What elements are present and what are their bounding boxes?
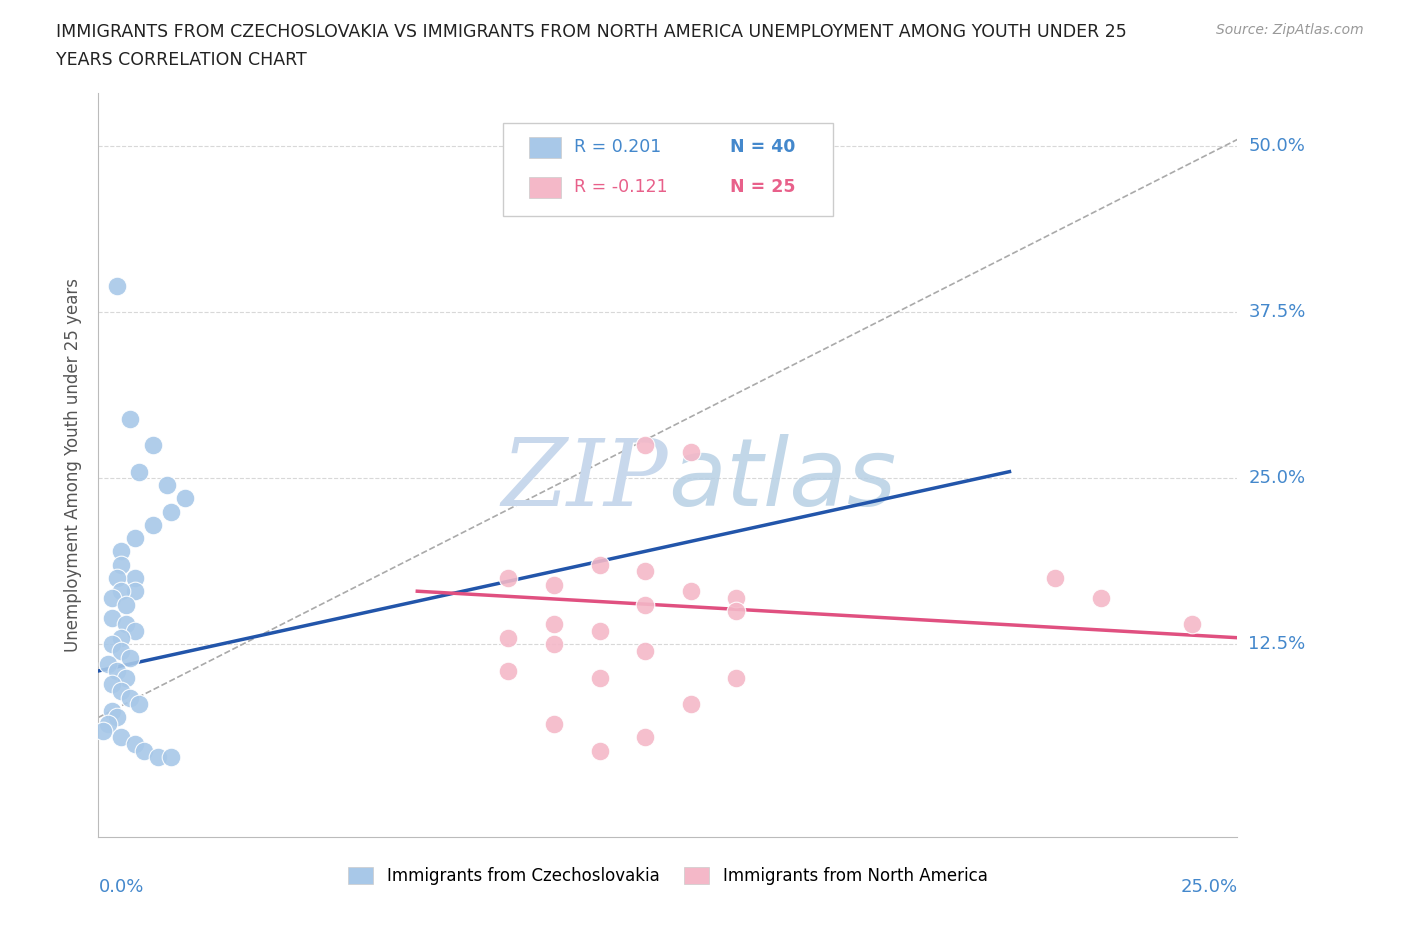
Point [588, 624, 610, 639]
Point [1090, 591, 1112, 605]
Point [124, 584, 146, 599]
Point [120, 650, 142, 665]
Point [110, 730, 132, 745]
Point [124, 737, 146, 751]
Text: 50.0%: 50.0% [1249, 137, 1305, 155]
Bar [529, 177, 561, 198]
Point [114, 671, 136, 685]
Text: 37.5%: 37.5% [1249, 303, 1306, 321]
Point [1181, 617, 1204, 631]
Point [725, 591, 748, 605]
Point [128, 464, 150, 479]
Y-axis label: Unemployment Among Youth under 25 years: Unemployment Among Youth under 25 years [65, 278, 83, 652]
Point [110, 544, 132, 559]
Text: N = 25: N = 25 [731, 179, 796, 196]
Point [634, 438, 657, 453]
Bar [529, 137, 561, 158]
Point [101, 677, 124, 692]
Point [679, 697, 702, 711]
Point [679, 584, 702, 599]
Point [725, 671, 748, 685]
Point [160, 504, 183, 519]
Text: 12.5%: 12.5% [1249, 635, 1306, 654]
Point [498, 570, 520, 585]
Point [634, 597, 657, 612]
Point [132, 743, 155, 758]
Legend: Immigrants from Czechoslovakia, Immigrants from North America: Immigrants from Czechoslovakia, Immigran… [342, 860, 994, 892]
Text: IMMIGRANTS FROM CZECHOSLOVAKIA VS IMMIGRANTS FROM NORTH AMERICA UNEMPLOYMENT AMO: IMMIGRANTS FROM CZECHOSLOVAKIA VS IMMIGR… [56, 23, 1128, 41]
Point [110, 557, 132, 572]
Text: 25.0%: 25.0% [1180, 878, 1237, 896]
Point [105, 663, 128, 678]
Point [725, 604, 748, 618]
Text: ZIP: ZIP [501, 435, 668, 525]
Point [110, 584, 132, 599]
Text: atlas: atlas [668, 434, 896, 525]
Point [124, 531, 146, 546]
Point [110, 684, 132, 698]
Point [543, 717, 565, 732]
Point [146, 750, 169, 764]
Point [110, 644, 132, 658]
Point [156, 477, 179, 492]
Point [124, 570, 146, 585]
Point [634, 730, 657, 745]
Point [588, 671, 610, 685]
Point [543, 637, 565, 652]
Point [96, 717, 118, 732]
Point [142, 517, 165, 532]
Text: R = 0.201: R = 0.201 [575, 139, 662, 156]
Point [105, 278, 128, 293]
Point [124, 624, 146, 639]
Point [1043, 570, 1066, 585]
Text: YEARS CORRELATION CHART: YEARS CORRELATION CHART [56, 51, 307, 69]
Text: Source: ZipAtlas.com: Source: ZipAtlas.com [1216, 23, 1364, 37]
Point [114, 617, 136, 631]
Point [101, 591, 124, 605]
Point [120, 690, 142, 705]
Point [588, 557, 610, 572]
Point [101, 610, 124, 625]
Point [96, 657, 118, 671]
Point [543, 617, 565, 631]
Point [634, 644, 657, 658]
Point [101, 637, 124, 652]
Point [110, 631, 132, 645]
Point [120, 411, 142, 426]
Point [105, 570, 128, 585]
Point [498, 663, 520, 678]
Point [498, 631, 520, 645]
Point [105, 710, 128, 724]
Text: 25.0%: 25.0% [1249, 470, 1306, 487]
Text: 0.0%: 0.0% [98, 878, 143, 896]
FancyBboxPatch shape [503, 123, 832, 216]
Point [114, 597, 136, 612]
Text: R = -0.121: R = -0.121 [575, 179, 668, 196]
Text: N = 40: N = 40 [731, 139, 796, 156]
Point [174, 491, 197, 506]
Point [91, 724, 114, 738]
Point [543, 578, 565, 592]
Point [128, 697, 150, 711]
Point [142, 438, 165, 453]
Point [679, 445, 702, 459]
Point [634, 564, 657, 578]
Point [160, 750, 183, 764]
Point [588, 743, 610, 758]
Point [101, 703, 124, 718]
